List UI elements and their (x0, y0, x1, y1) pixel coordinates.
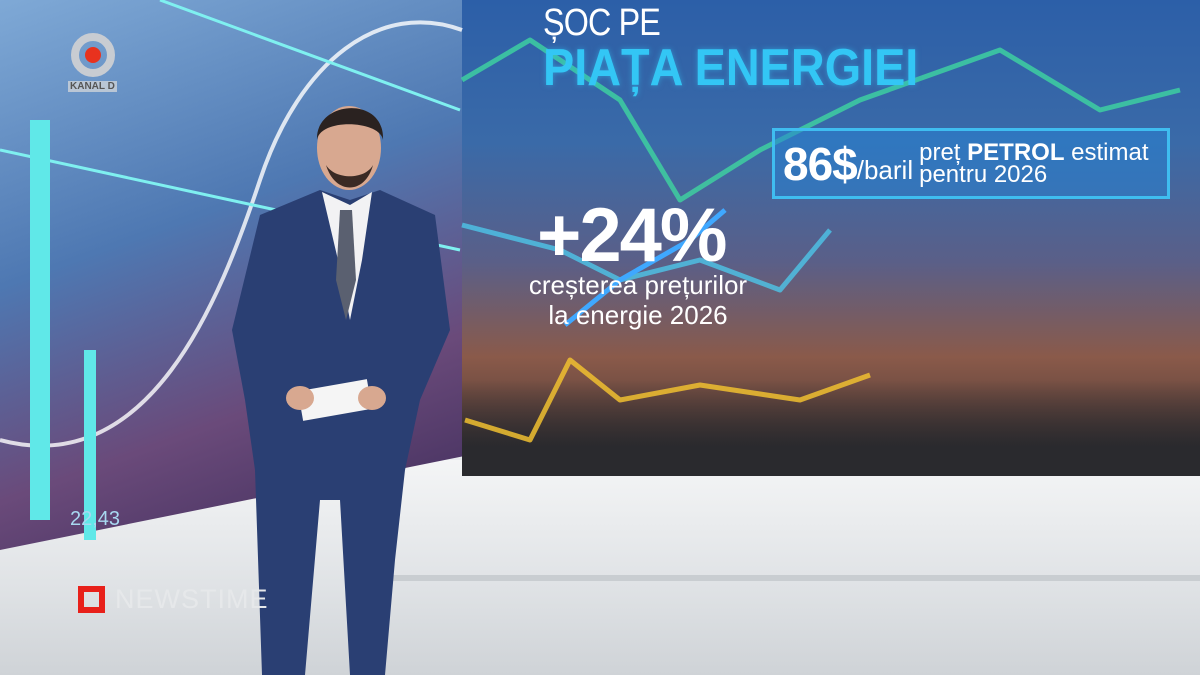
oil-price-box: 86$ /baril preț PETROL estimat pentru 20… (772, 128, 1170, 199)
oil-price-unit: /baril (856, 155, 914, 185)
left-screen-number: 22,43 (70, 508, 120, 530)
newstime-logo: NEWSTIME (78, 584, 269, 615)
landscape-silhouette (462, 380, 1200, 476)
headline-line1: ȘOC PE (543, 2, 661, 44)
headline-line2: PIAȚA ENERGIEI (543, 39, 919, 97)
floor-step (380, 575, 1200, 581)
oil-desc-prefix: preț (919, 138, 968, 166)
oil-price-description: preț PETROL estimat pentru 2026 (919, 138, 1149, 188)
oil-price-value: 86$ (783, 137, 858, 190)
energy-description: creșterea prețurilor la energie 2026 (518, 270, 758, 330)
green-line (460, 37, 1181, 203)
energy-percent: +24% (537, 193, 727, 278)
energy-desc-line1: creșterea prețurilor (528, 270, 748, 300)
blue-arrow-line (563, 208, 727, 327)
logo-text: KANAL D (68, 81, 117, 92)
logo-dot-icon (85, 47, 101, 63)
kanal-d-logo: KANAL D (68, 33, 118, 95)
oil-desc-suffix: estimat (1064, 138, 1149, 166)
oil-desc-line2: pentru 2026 (919, 160, 1048, 188)
newstime-square-icon (78, 586, 105, 613)
energy-desc-line2: la energie 2026 (548, 300, 728, 330)
left-curve (0, 20, 463, 448)
logo-ring-icon (71, 33, 115, 77)
yellow-line (464, 357, 871, 443)
newstime-text: NEWSTIME (115, 584, 269, 614)
oil-desc-bold: PETROL (967, 138, 1065, 166)
cyan-line (461, 222, 832, 293)
